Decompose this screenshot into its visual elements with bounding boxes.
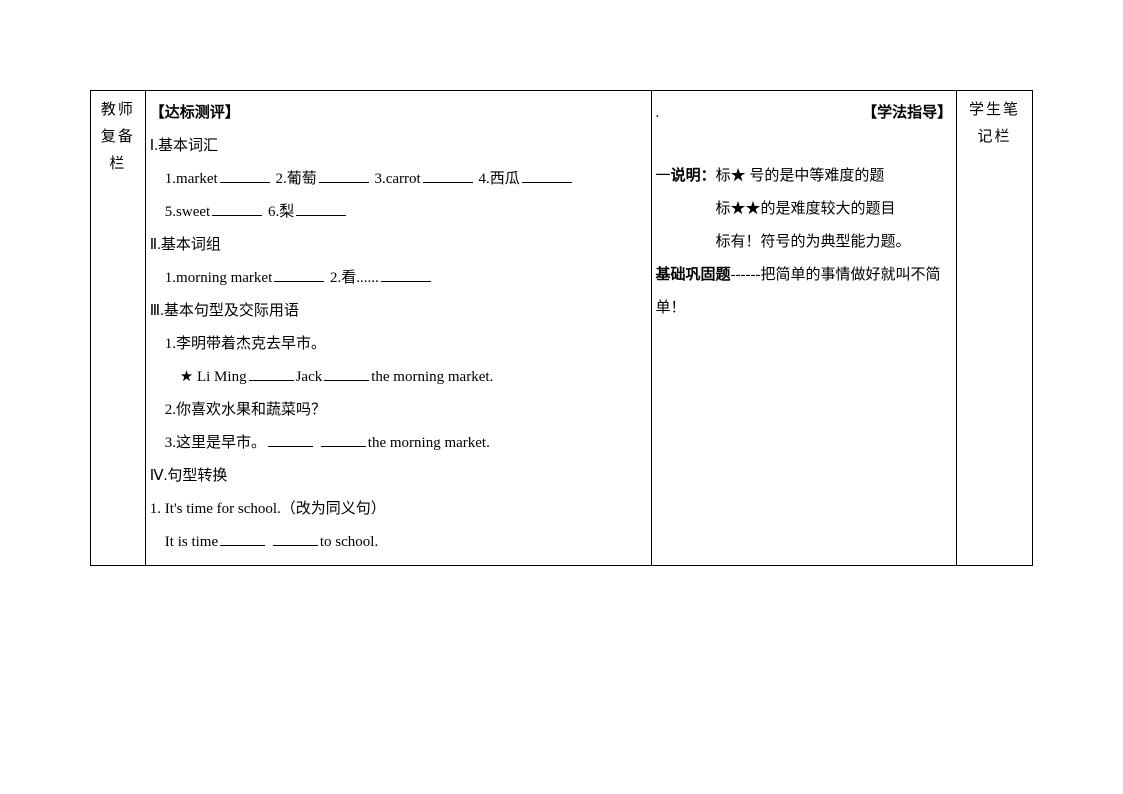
guide-header: 【学法指导】 xyxy=(862,97,952,130)
blank[interactable] xyxy=(268,432,313,447)
teacher-prep-column: 教师复备栏 xyxy=(91,91,146,566)
main-content-column: 【达标测评】 Ⅰ.基本词汇 1.market 2.葡萄 3.carrot 4.西… xyxy=(145,91,651,566)
section2-line1: 1.morning market 2.看...... xyxy=(150,262,647,295)
s3-item1: 1.李明带着杰克去早市。 xyxy=(150,328,647,361)
s3-item1-sub: ★ Li Ming Jack the morning market. xyxy=(150,361,647,394)
s3-item3: 3.这里是早市。 the morning market. xyxy=(150,427,647,460)
assessment-title: 【达标测评】 xyxy=(150,105,240,121)
blank[interactable] xyxy=(296,201,346,216)
worksheet-table: 教师复备栏 【达标测评】 Ⅰ.基本词汇 1.market 2.葡萄 3.carr… xyxy=(90,90,1033,566)
guide-line4: 基础巩固题------把简单的事情做好就叫不简单！ xyxy=(656,259,953,325)
blank[interactable] xyxy=(522,168,572,183)
section1-title: Ⅰ.基本词汇 xyxy=(150,138,218,154)
blank[interactable] xyxy=(319,168,369,183)
s1-item1: 1.market xyxy=(165,171,218,187)
blank[interactable] xyxy=(321,432,366,447)
guide-line1-prefix: 一 xyxy=(656,168,671,184)
section4-title: Ⅳ.句型转换 xyxy=(150,468,228,484)
s1-item2: 2.葡萄 xyxy=(275,171,316,187)
s4-item1-sub: It is time to school. xyxy=(150,526,647,559)
s3-item3-suffix: the morning market. xyxy=(368,435,490,451)
s4-item1-prefix: It is time xyxy=(165,534,218,550)
guide-line3: 标有！符号的为典型能力题。 xyxy=(656,226,953,259)
s4-item1-suffix: to school. xyxy=(320,534,378,550)
guide-dot: . xyxy=(656,97,660,130)
blank[interactable] xyxy=(274,267,324,282)
blank[interactable] xyxy=(273,531,318,546)
s2-item2: 2.看...... xyxy=(330,270,379,286)
guide-line1-bold: 说明： xyxy=(671,168,716,184)
s3-item1-suffix: the morning market. xyxy=(371,369,493,385)
blank[interactable] xyxy=(381,267,431,282)
s3-item1-prefix: ★ Li Ming xyxy=(180,369,247,385)
blank[interactable] xyxy=(220,531,265,546)
blank[interactable] xyxy=(324,366,369,381)
s3-item2: 2.你喜欢水果和蔬菜吗？ xyxy=(150,394,647,427)
guide-line2: 标★★的是难度较大的题目 xyxy=(656,193,953,226)
section2-title: Ⅱ.基本词组 xyxy=(150,237,221,253)
blank[interactable] xyxy=(220,168,270,183)
section3-title: Ⅲ.基本句型及交际用语 xyxy=(150,303,299,319)
s1-item3: 3.carrot xyxy=(374,171,420,187)
student-notes-column: 学生笔记栏 xyxy=(957,91,1033,566)
guide-line4-bold: 基础巩固题 xyxy=(656,267,731,283)
guide-line1: 一说明：标★ 号的是中等难度的题 xyxy=(656,160,953,193)
guide-column: . 【学法指导】 一说明：标★ 号的是中等难度的题 标★★的是难度较大的题目 标… xyxy=(651,91,957,566)
section1-line2: 5.sweet 6.梨 xyxy=(150,196,647,229)
blank[interactable] xyxy=(423,168,473,183)
teacher-column-label: 教师复备栏 xyxy=(95,97,141,178)
section1-line1: 1.market 2.葡萄 3.carrot 4.西瓜 xyxy=(150,163,647,196)
s1-item4: 4.西瓜 xyxy=(478,171,519,187)
blank[interactable] xyxy=(249,366,294,381)
s1-item6: 6.梨 xyxy=(268,204,294,220)
student-column-label: 学生笔记栏 xyxy=(961,97,1028,151)
s3-item1-mid: Jack xyxy=(296,369,323,385)
blank[interactable] xyxy=(212,201,262,216)
s4-item1: 1. It's time for school.（改为同义句） xyxy=(150,501,386,517)
s1-item5: 5.sweet xyxy=(165,204,210,220)
s3-item3-prefix: 3.这里是早市。 xyxy=(165,435,266,451)
s2-item1: 1.morning market xyxy=(165,270,272,286)
guide-line1-rest: 标★ 号的是中等难度的题 xyxy=(716,168,885,184)
